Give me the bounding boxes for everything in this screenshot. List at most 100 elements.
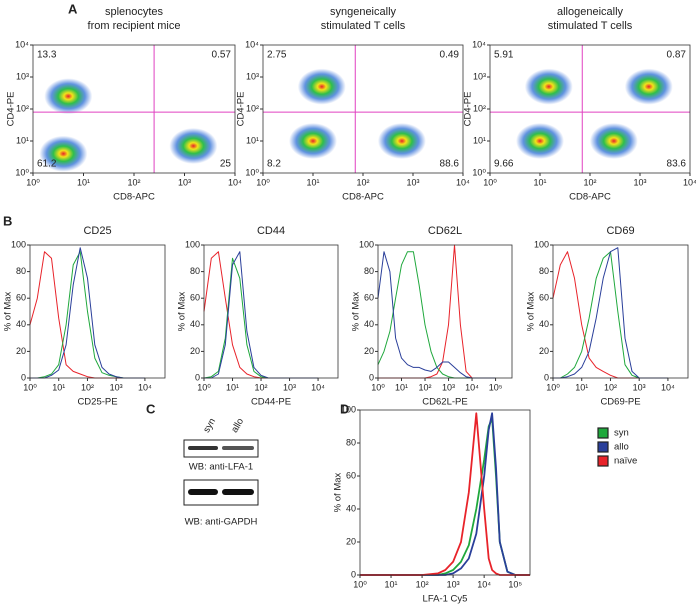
x-tick-label: 10⁵ [489, 382, 503, 392]
x-tick-label: 10⁴ [465, 382, 479, 392]
y-tick-label: 10⁰ [15, 167, 29, 177]
legend-label: syn [614, 428, 629, 439]
x-axis-label: CD69-PE [600, 397, 640, 408]
x-tick-label: 10² [419, 382, 432, 392]
blot-band [188, 489, 218, 495]
y-tick-label: 10¹ [246, 135, 259, 145]
x-tick-label: 10⁴ [311, 382, 325, 392]
chart: 2.75 0.49 8.2 88.6 10⁰ 10¹ 10² 10³ 10⁴ 10⁰ 10¹ 10² 1… [236, 6, 471, 203]
chart-title: syngeneically [330, 6, 397, 18]
y-tick-label: 80 [190, 266, 200, 276]
x-tick-label: 10¹ [306, 177, 319, 187]
x-tick-label: 10⁰ [353, 579, 367, 589]
y-tick-label: 10³ [473, 71, 486, 81]
y-tick-label: 40 [190, 319, 200, 329]
x-tick-label: 10⁴ [138, 382, 152, 392]
cell-population [44, 78, 93, 115]
y-tick-label: 80 [16, 266, 26, 276]
histogram-line [360, 412, 530, 576]
y-axis-label: CD4-PE [6, 92, 17, 127]
y-tick-label: 20 [364, 346, 374, 356]
x-tick-label: 10¹ [533, 177, 546, 187]
x-tick-label: 10¹ [395, 382, 408, 392]
y-tick-label: 20 [539, 346, 549, 356]
cell-population [589, 123, 638, 159]
y-tick-label: 0 [544, 372, 549, 382]
y-tick-label: 60 [16, 293, 26, 303]
panel-label: B [3, 213, 12, 228]
y-axis-label: % of Max [3, 291, 14, 331]
blot-caption: WB: anti-GAPDH [185, 517, 258, 528]
y-tick-label: 10⁰ [245, 167, 259, 177]
y-tick-label: 10² [246, 103, 259, 113]
x-tick-label: 10³ [442, 382, 455, 392]
chart: 5.91 0.87 9.66 83.6 10⁰ 10¹ 10² 10³ 10⁴ 10⁰ 10¹ 10²… [463, 6, 696, 203]
x-tick-label: 10⁴ [661, 382, 675, 392]
y-tick-label: 10³ [246, 71, 259, 81]
x-axis-label: LFA-1 Cy5 [423, 594, 468, 605]
histogram-line [378, 244, 496, 379]
histogram-line [360, 417, 530, 576]
x-tick-label: 10² [583, 177, 596, 187]
quadrant-percent: 8.2 [267, 159, 281, 170]
y-tick-label: 40 [16, 319, 26, 329]
plot-frame [203, 244, 339, 379]
cell-population [377, 123, 426, 159]
x-tick-label: 10⁴ [228, 177, 242, 187]
quadrant-percent: 25 [220, 159, 232, 170]
x-tick-label: 10¹ [226, 382, 239, 392]
chart-title: CD62L [428, 225, 462, 237]
plot-frame [377, 244, 513, 379]
y-axis-label: % of Max [333, 472, 344, 512]
x-tick-label: 10¹ [77, 177, 90, 187]
legend-label: allo [614, 442, 629, 453]
lane-label: allo [229, 416, 246, 434]
y-tick-label: 0 [195, 372, 200, 382]
chart-title: CD44 [257, 225, 285, 237]
y-tick-label: 40 [364, 319, 374, 329]
x-tick-label: 10¹ [52, 382, 65, 392]
blot-band [222, 446, 254, 450]
x-tick-label: 10² [255, 382, 268, 392]
x-tick-label: 10⁰ [197, 382, 211, 392]
chart-title: from recipient mice [88, 20, 181, 32]
y-tick-label: 80 [346, 437, 356, 447]
chart-title: stimulated T cells [548, 20, 633, 32]
chart: 10⁰ 10¹ 10² 10³ 10⁴ 10⁵ 0 20 40 60 80 100 CD62L CD62L… [351, 225, 513, 408]
x-tick-label: 10⁰ [546, 382, 560, 392]
chart: 10⁰ 10¹ 10² 10³ 10⁴ 0 20 40 60 80 100 CD44 CD44-PE % … [177, 225, 339, 408]
cell-population [516, 123, 564, 159]
chart: 10⁰ 10¹ 10² 10³ 10⁴ 10⁵ 0 20 40 60 80 100 LFA-1 Cy5%… [333, 404, 638, 604]
plot-frame [359, 409, 531, 576]
x-tick-label: 10⁰ [256, 177, 270, 187]
x-axis-label: CD25-PE [77, 397, 117, 408]
y-tick-label: 0 [369, 372, 374, 382]
histogram-line [377, 251, 496, 379]
y-tick-label: 80 [364, 266, 374, 276]
cell-population [524, 68, 573, 105]
x-tick-label: 10³ [406, 177, 419, 187]
plot-frame [552, 244, 689, 379]
x-tick-label: 10³ [110, 382, 123, 392]
blot-band [188, 446, 218, 450]
legend-label: naïve [614, 456, 637, 467]
x-axis-label: CD8-APC [342, 192, 384, 203]
cell-population [297, 68, 346, 105]
quadrant-percent: 0.57 [212, 50, 232, 61]
cell-population [624, 68, 673, 105]
y-axis-label: % of Max [526, 291, 537, 331]
x-tick-label: 10¹ [385, 579, 398, 589]
quadrant-percent: 0.87 [667, 50, 687, 61]
x-tick-label: 10⁰ [23, 382, 37, 392]
panel-label: A [68, 1, 78, 16]
y-tick-label: 40 [346, 503, 356, 513]
histogram-line [377, 251, 496, 379]
lane-label: syn [201, 416, 218, 434]
y-tick-label: 60 [190, 293, 200, 303]
quadrant-percent: 83.6 [667, 159, 687, 170]
x-axis-label: CD8-APC [113, 192, 155, 203]
quadrant-percent: 0.49 [440, 50, 460, 61]
chart-title: allogeneically [557, 6, 624, 18]
quadrant-percent: 13.3 [37, 50, 57, 61]
plot-frame [489, 44, 691, 174]
